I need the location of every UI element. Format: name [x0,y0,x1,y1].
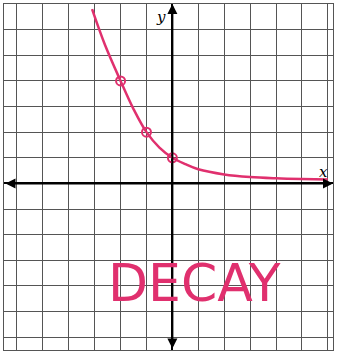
svg-text:x: x [319,163,328,181]
svg-text:y: y [156,8,166,26]
svg-text:DECAY: DECAY [108,253,281,313]
